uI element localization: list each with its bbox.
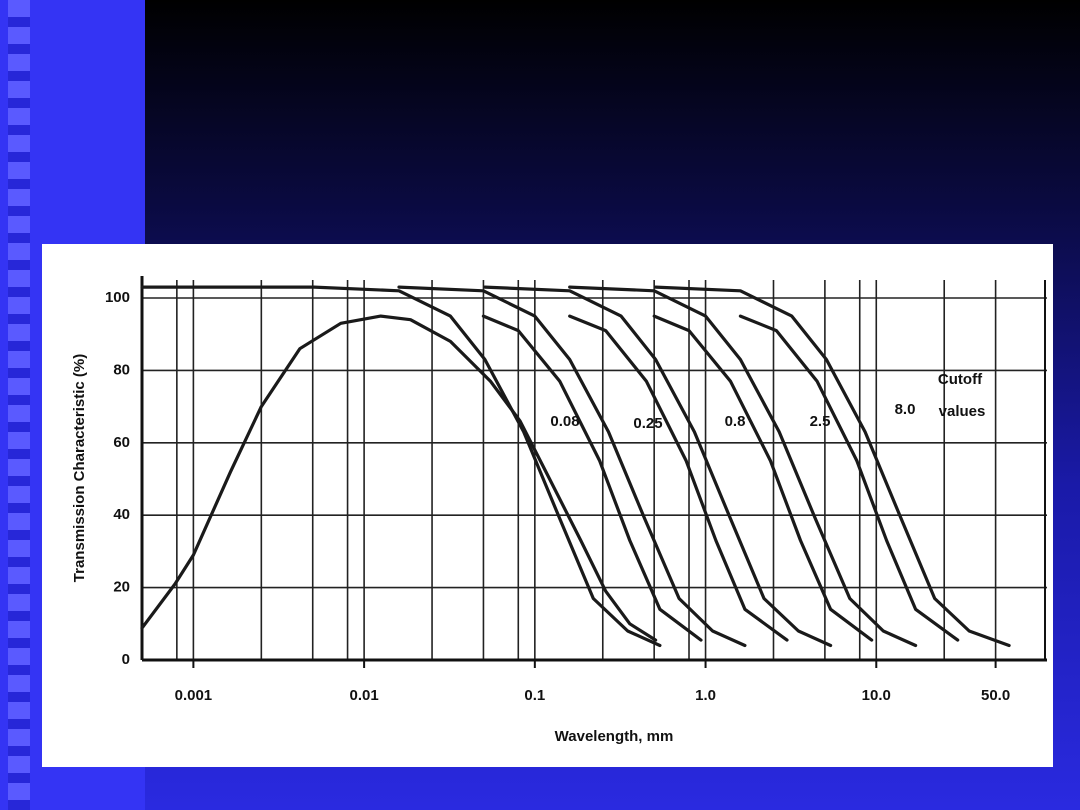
annotation: values bbox=[939, 403, 986, 420]
x-axis-title: Wavelength, mm bbox=[555, 728, 674, 745]
annotation: 0.08 bbox=[550, 413, 579, 430]
curve bbox=[654, 285, 1011, 648]
x-tick-label: 10.0 bbox=[862, 687, 891, 704]
x-tick-label: 0.001 bbox=[175, 687, 213, 704]
y-axis-title: Transmission Characteristic (%) bbox=[71, 354, 88, 582]
y-tick-label: 20 bbox=[113, 579, 130, 596]
curve bbox=[397, 285, 747, 648]
y-tick-label: 80 bbox=[113, 361, 130, 378]
y-tick-label: 100 bbox=[105, 289, 130, 306]
annotation: 0.8 bbox=[725, 413, 746, 430]
curve bbox=[568, 314, 789, 642]
annotation: Cutoff bbox=[938, 371, 983, 388]
y-tick-label: 40 bbox=[113, 506, 130, 523]
y-tick-label: 60 bbox=[113, 434, 130, 451]
x-tick-label: 50.0 bbox=[981, 687, 1010, 704]
curve bbox=[481, 314, 703, 642]
square-column bbox=[8, 0, 30, 810]
y-tick-label: 0 bbox=[122, 651, 130, 668]
curve bbox=[738, 314, 960, 642]
x-tick-label: 1.0 bbox=[695, 687, 716, 704]
x-tick-label: 0.01 bbox=[350, 687, 379, 704]
annotation: 2.5 bbox=[810, 413, 831, 430]
x-tick-label: 0.1 bbox=[524, 687, 545, 704]
annotation: 8.0 bbox=[895, 401, 916, 418]
annotation: 0.25 bbox=[633, 415, 662, 432]
curve bbox=[483, 285, 833, 648]
curve bbox=[568, 285, 918, 648]
curve bbox=[140, 285, 662, 648]
curve bbox=[140, 314, 658, 642]
curve bbox=[652, 314, 874, 642]
